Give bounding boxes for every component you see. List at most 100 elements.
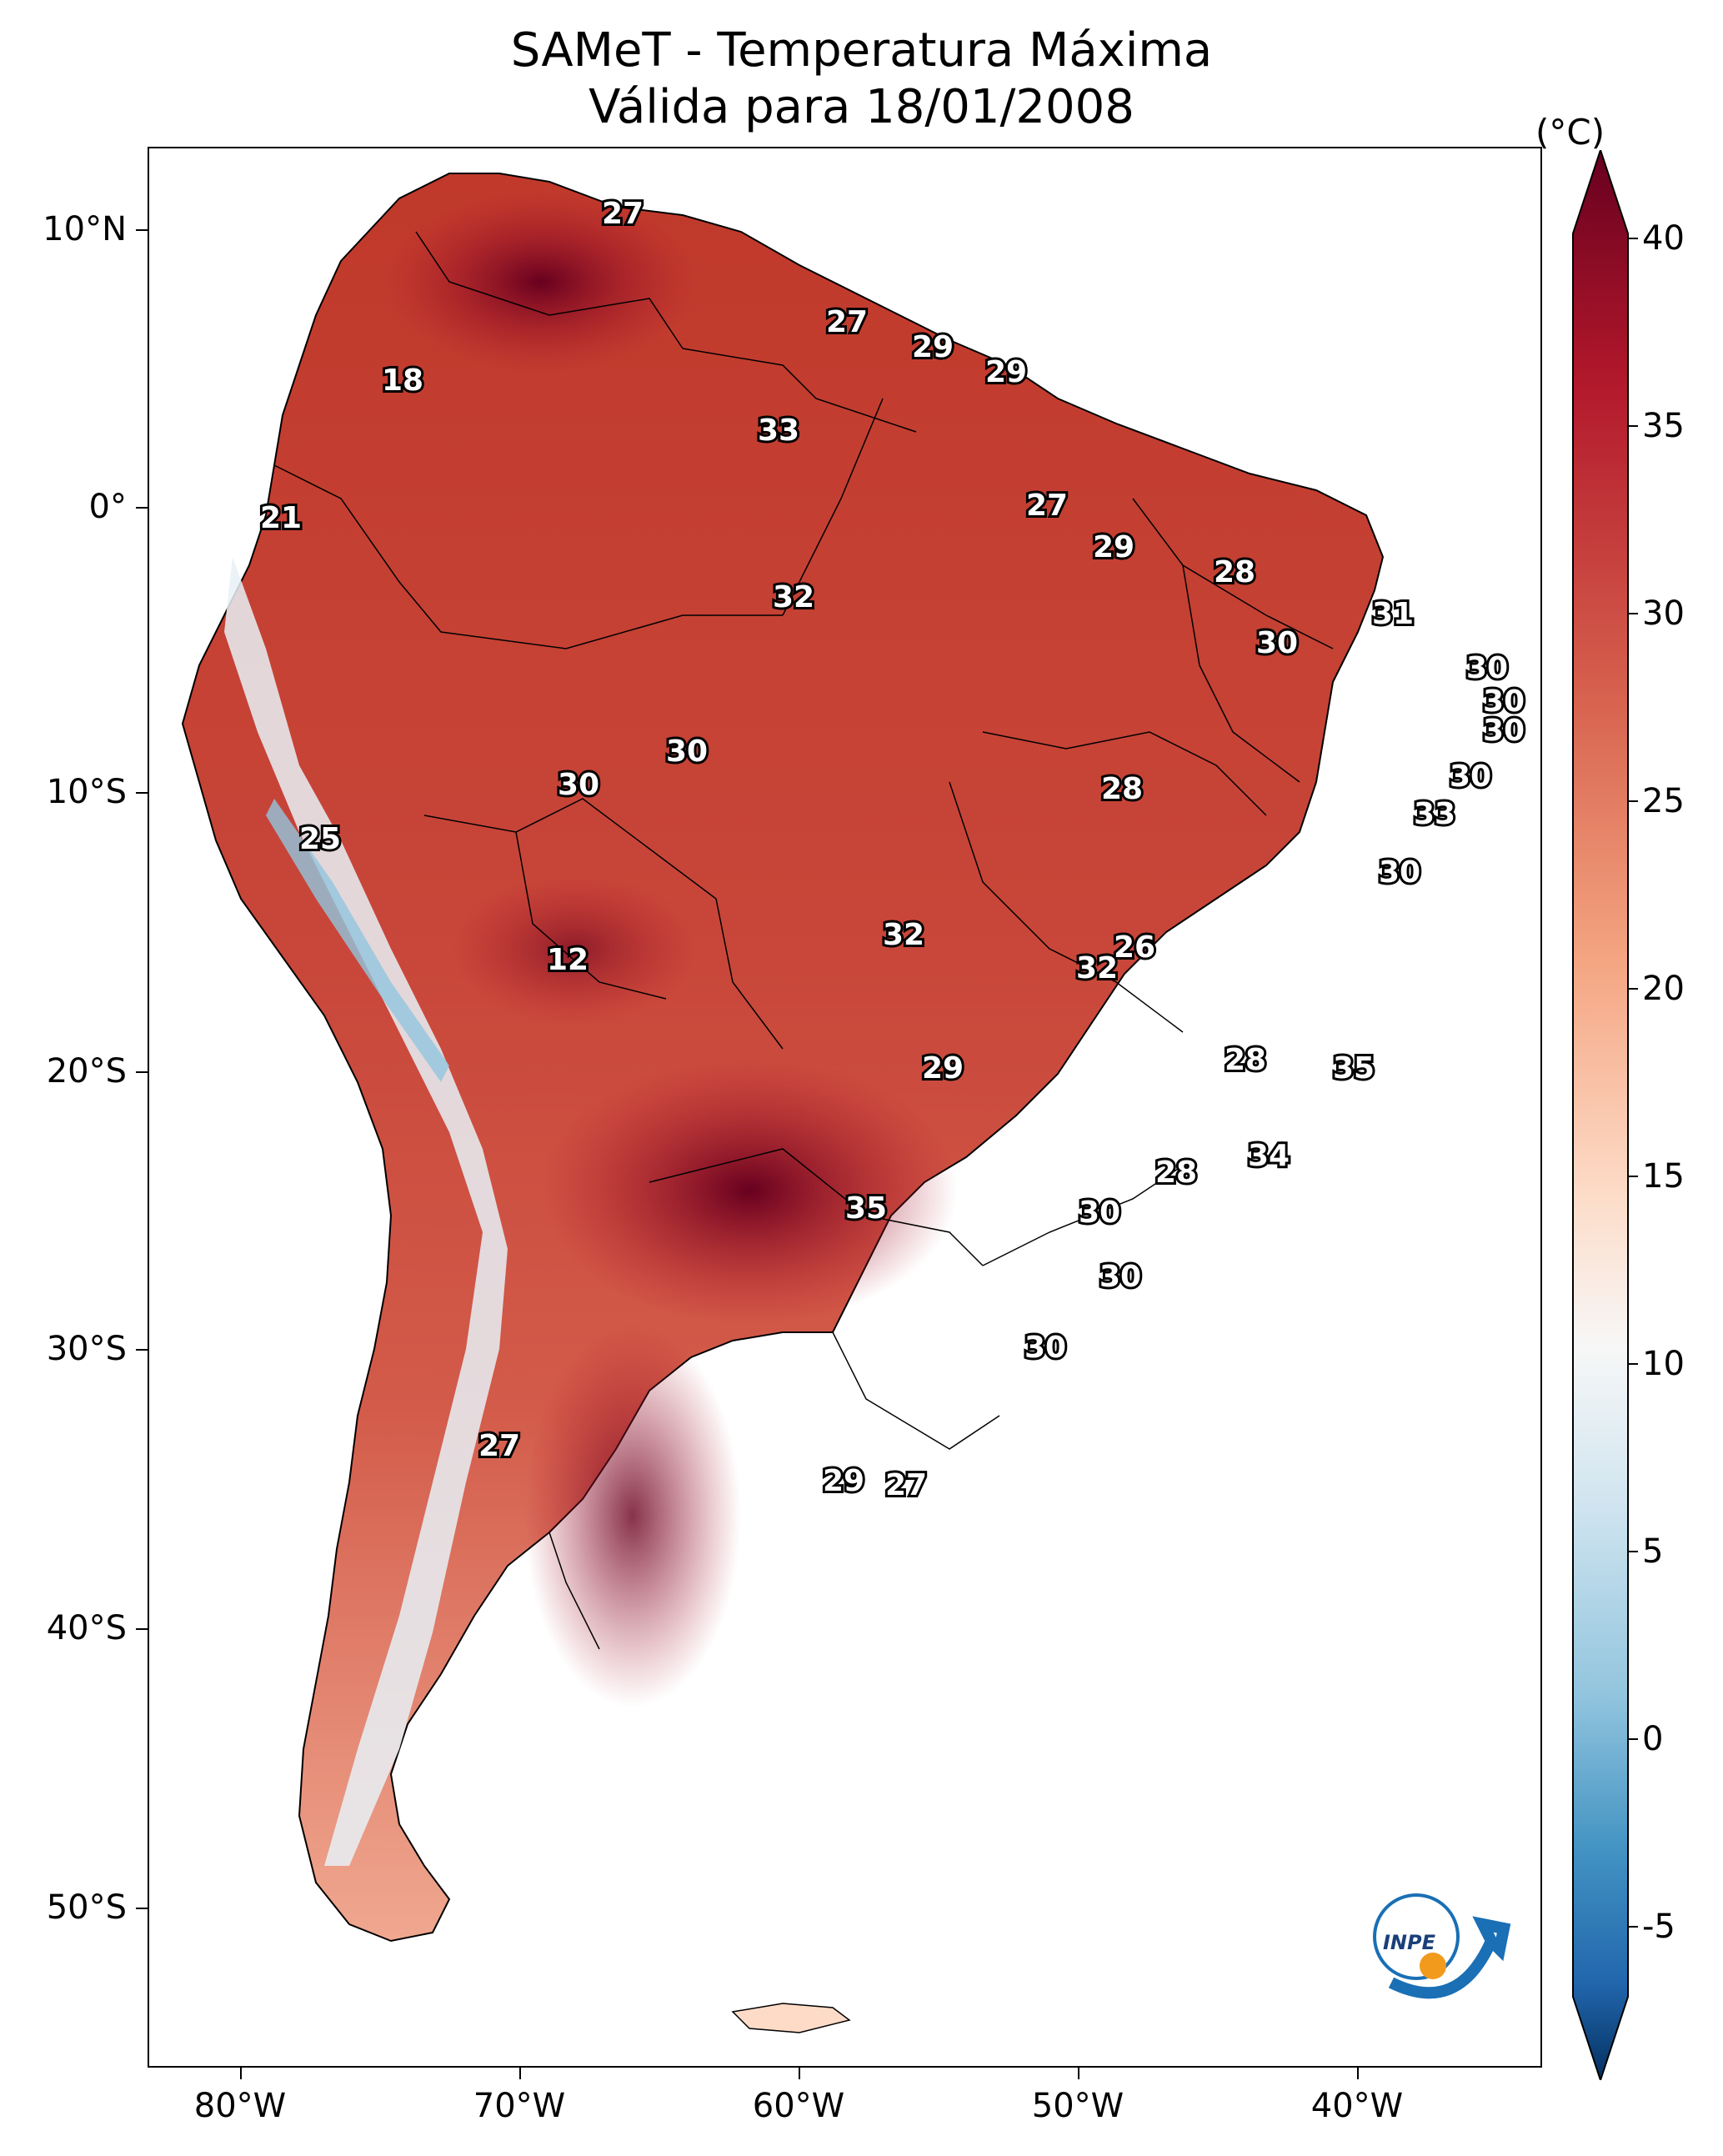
country-borders xyxy=(273,231,1334,1650)
temp-label: 30 xyxy=(1079,1196,1120,1230)
temp-label: 35 xyxy=(1333,1051,1375,1086)
cb-tick xyxy=(1628,1551,1638,1552)
temp-label: 30 xyxy=(1099,1260,1141,1294)
cb-tick xyxy=(1628,613,1638,614)
temperature-labels: 27 18 21 27 29 29 33 27 29 32 28 31 30 3… xyxy=(258,194,1527,1505)
lat-tick xyxy=(136,229,148,231)
temp-label: 29 xyxy=(1093,530,1134,564)
lat-tick xyxy=(136,1349,148,1351)
lon-tick xyxy=(1078,2068,1079,2079)
lat-tick xyxy=(136,1628,148,1630)
lon-label: 40°W xyxy=(1310,2087,1404,2125)
lon-label: 70°W xyxy=(473,2087,566,2125)
temp-label: 28 xyxy=(1225,1043,1266,1077)
cb-tick xyxy=(1628,988,1638,990)
temp-label: 25 xyxy=(299,822,341,856)
hot-zone-pampas xyxy=(524,1324,741,1707)
inpe-logo: INPE xyxy=(1373,1893,1511,1999)
map-title: SAMeT - Temperatura Máxima xyxy=(510,23,1213,78)
cb-tick xyxy=(1628,1926,1638,1928)
lat-tick xyxy=(136,1908,148,1909)
temp-label: 29 xyxy=(823,1464,864,1498)
lat-tick xyxy=(136,1071,148,1073)
temp-label: 27 xyxy=(826,305,868,339)
temp-label: 30 xyxy=(1466,651,1508,685)
temp-label: 29 xyxy=(912,330,954,364)
cb-label: 5 xyxy=(1642,1532,1664,1571)
cb-label: 15 xyxy=(1642,1157,1685,1196)
cb-label: 20 xyxy=(1642,970,1685,1008)
cb-tick xyxy=(1628,238,1638,239)
cb-label: 10 xyxy=(1642,1345,1685,1383)
cb-label: -5 xyxy=(1642,1908,1675,1946)
logo-text: INPE xyxy=(1383,1931,1436,1954)
cb-label: 40 xyxy=(1642,219,1685,258)
cb-tick xyxy=(1628,1738,1638,1740)
lon-tick xyxy=(1357,2068,1359,2079)
lon-tick xyxy=(240,2068,242,2079)
map-subtitle: Válida para 18/01/2008 xyxy=(589,80,1134,134)
temp-label: 27 xyxy=(1026,489,1068,523)
temp-label: 30 xyxy=(666,735,708,769)
temp-label: 30 xyxy=(1450,760,1491,794)
colorbar-unit: (°C) xyxy=(1535,112,1605,153)
lon-tick xyxy=(799,2068,800,2079)
lat-label: 20°S xyxy=(46,1052,127,1091)
lon-label: 80°W xyxy=(193,2087,287,2125)
temp-label: 27 xyxy=(478,1429,520,1463)
lon-tick xyxy=(519,2068,521,2079)
temp-label: 30 xyxy=(558,768,599,802)
andes-cool-zone xyxy=(224,557,508,1866)
lat-label: 10°S xyxy=(46,773,127,811)
hot-zone-chaco xyxy=(541,1057,958,1324)
temp-label: 34 xyxy=(1248,1139,1290,1173)
temp-label: 18 xyxy=(382,364,423,398)
lon-label: 50°W xyxy=(1031,2087,1124,2125)
temp-label: 30 xyxy=(1483,714,1525,748)
temp-label: 33 xyxy=(1414,797,1455,831)
andes-cold-core xyxy=(266,799,449,1082)
cb-tick xyxy=(1628,800,1638,802)
temp-label: 35 xyxy=(845,1191,887,1226)
cb-tick xyxy=(1628,1363,1638,1365)
lat-label: 10°N xyxy=(43,210,127,248)
temp-label: 30 xyxy=(1379,855,1420,890)
temp-label: 33 xyxy=(758,414,799,448)
cb-label: 0 xyxy=(1642,1720,1664,1758)
lat-label: 40°S xyxy=(46,1609,127,1647)
temp-label: 30 xyxy=(1256,626,1298,660)
map-panel: 27 18 21 27 29 29 33 27 29 32 28 31 30 3… xyxy=(148,147,1542,2068)
colorbar xyxy=(1572,150,1629,2080)
temperature-map: 27 18 21 27 29 29 33 27 29 32 28 31 30 3… xyxy=(181,173,1527,2033)
temp-label: 26 xyxy=(1114,930,1155,965)
temp-label: 32 xyxy=(883,918,924,952)
temp-label: 28 xyxy=(1214,555,1255,589)
temp-label: 31 xyxy=(1372,597,1414,631)
temp-label: 21 xyxy=(260,501,302,535)
temp-label: 12 xyxy=(547,943,589,977)
lat-label: 50°S xyxy=(46,1888,127,1927)
falkland-islands xyxy=(731,2003,851,2033)
temp-label: 29 xyxy=(985,355,1027,389)
cb-label: 30 xyxy=(1642,594,1685,633)
temp-label: 28 xyxy=(1155,1156,1197,1190)
lat-label: 30°S xyxy=(46,1330,127,1368)
cb-label: 25 xyxy=(1642,782,1685,820)
cb-tick xyxy=(1628,1176,1638,1177)
lon-label: 60°W xyxy=(752,2087,845,2125)
hot-zone-venezuela xyxy=(383,190,699,374)
temp-label: 32 xyxy=(1076,951,1118,985)
temp-label: 30 xyxy=(1024,1331,1066,1365)
temp-label: 32 xyxy=(773,580,814,614)
temp-label: 28 xyxy=(1101,772,1143,806)
lat-tick xyxy=(136,792,148,794)
temp-label: 29 xyxy=(922,1051,964,1086)
cb-label: 35 xyxy=(1642,407,1685,445)
temp-label: 27 xyxy=(602,197,644,231)
temp-label: 30 xyxy=(1483,684,1525,719)
lat-tick xyxy=(136,507,148,509)
lat-label: 0° xyxy=(88,488,127,526)
hot-zone-bolivia xyxy=(449,874,699,1024)
temp-label: 27 xyxy=(885,1468,927,1502)
cb-tick xyxy=(1628,425,1638,427)
